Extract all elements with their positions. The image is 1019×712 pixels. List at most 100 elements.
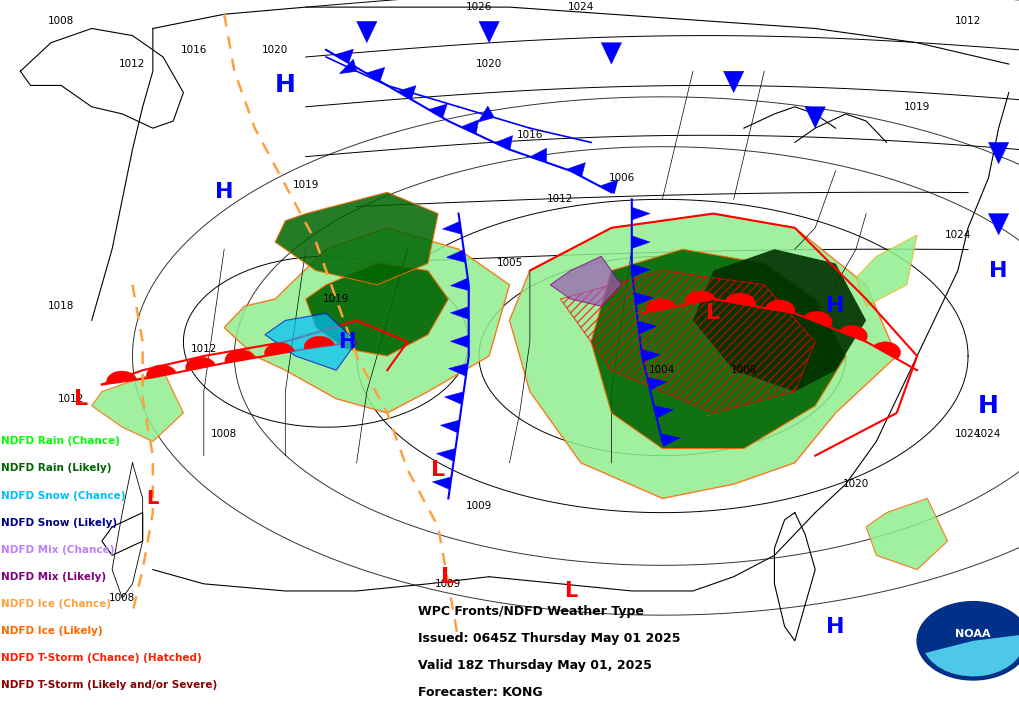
Text: H: H xyxy=(275,73,296,98)
Text: NOAA: NOAA xyxy=(956,629,990,639)
Text: L: L xyxy=(441,567,455,587)
Text: NDFD Ice (Likely): NDFD Ice (Likely) xyxy=(1,626,103,636)
Text: 1008: 1008 xyxy=(211,429,237,439)
Wedge shape xyxy=(726,293,755,306)
Polygon shape xyxy=(654,406,674,418)
Text: 1024: 1024 xyxy=(955,429,981,439)
Wedge shape xyxy=(304,336,334,349)
Polygon shape xyxy=(647,377,666,390)
Polygon shape xyxy=(510,214,897,498)
Polygon shape xyxy=(306,263,448,356)
Text: 1005: 1005 xyxy=(496,258,523,268)
Text: 1016: 1016 xyxy=(517,130,543,140)
Polygon shape xyxy=(550,256,622,306)
Polygon shape xyxy=(638,321,657,334)
Wedge shape xyxy=(686,291,715,305)
Text: NDFD Mix (Likely): NDFD Mix (Likely) xyxy=(1,572,106,582)
Text: 1008: 1008 xyxy=(109,593,136,603)
Polygon shape xyxy=(591,249,846,449)
Polygon shape xyxy=(448,363,468,376)
Text: 1026: 1026 xyxy=(466,2,492,12)
Polygon shape xyxy=(631,264,650,277)
Polygon shape xyxy=(495,135,513,150)
Polygon shape xyxy=(275,192,438,285)
Polygon shape xyxy=(632,236,650,248)
Polygon shape xyxy=(224,228,510,413)
Text: 1024: 1024 xyxy=(975,429,1002,439)
Text: 1006: 1006 xyxy=(608,173,635,183)
Polygon shape xyxy=(660,434,680,446)
Text: 1019: 1019 xyxy=(323,294,350,304)
Polygon shape xyxy=(601,43,622,64)
Polygon shape xyxy=(436,449,455,461)
Text: 1024: 1024 xyxy=(945,230,971,240)
Text: L: L xyxy=(431,460,445,480)
Polygon shape xyxy=(599,179,618,194)
Text: 1009: 1009 xyxy=(466,501,492,511)
Polygon shape xyxy=(429,104,447,117)
Wedge shape xyxy=(225,350,255,363)
Text: NDFD Snow (Likely): NDFD Snow (Likely) xyxy=(1,518,117,528)
Text: 1008: 1008 xyxy=(731,365,757,375)
Text: 1004: 1004 xyxy=(649,365,676,375)
Wedge shape xyxy=(765,300,795,313)
Polygon shape xyxy=(450,278,470,290)
Polygon shape xyxy=(866,498,948,570)
Polygon shape xyxy=(530,148,546,162)
Text: L: L xyxy=(74,389,89,409)
Text: NDFD T-Storm (Likely and/or Severe): NDFD T-Storm (Likely and/or Severe) xyxy=(1,680,217,690)
Text: 1012: 1012 xyxy=(119,59,146,69)
Polygon shape xyxy=(442,221,462,234)
Text: 1012: 1012 xyxy=(547,194,574,204)
Text: 1012: 1012 xyxy=(58,394,85,404)
Polygon shape xyxy=(461,120,479,134)
Polygon shape xyxy=(397,85,416,100)
Text: NDFD Rain (Chance): NDFD Rain (Chance) xyxy=(1,436,120,446)
Text: 1020: 1020 xyxy=(476,59,502,69)
Text: 1020: 1020 xyxy=(843,479,869,489)
Polygon shape xyxy=(693,249,866,392)
Text: 1019: 1019 xyxy=(904,102,930,112)
Text: NDFD Snow (Chance): NDFD Snow (Chance) xyxy=(1,491,125,501)
Polygon shape xyxy=(641,350,660,362)
Polygon shape xyxy=(988,142,1009,164)
Text: Valid 18Z Thursday May 01, 2025: Valid 18Z Thursday May 01, 2025 xyxy=(418,659,652,672)
Text: Issued: 0645Z Thursday May 01 2025: Issued: 0645Z Thursday May 01 2025 xyxy=(418,632,681,645)
Polygon shape xyxy=(92,370,183,441)
Text: NDFD T-Storm (Chance) (Hatched): NDFD T-Storm (Chance) (Hatched) xyxy=(1,653,202,663)
Polygon shape xyxy=(635,293,653,305)
Wedge shape xyxy=(925,634,1019,676)
Polygon shape xyxy=(432,477,451,490)
Wedge shape xyxy=(265,342,294,356)
Text: 1019: 1019 xyxy=(292,180,319,190)
Polygon shape xyxy=(805,107,825,128)
Polygon shape xyxy=(723,71,744,93)
Polygon shape xyxy=(856,235,917,306)
Wedge shape xyxy=(873,342,901,359)
Polygon shape xyxy=(450,307,469,320)
Text: NDFD Ice (Chance): NDFD Ice (Chance) xyxy=(1,599,111,609)
Text: 1020: 1020 xyxy=(262,45,288,55)
Wedge shape xyxy=(839,325,867,342)
Text: 1012: 1012 xyxy=(955,16,981,26)
Polygon shape xyxy=(988,214,1009,235)
Text: L: L xyxy=(564,581,578,601)
Text: H: H xyxy=(826,617,845,637)
Text: H: H xyxy=(978,394,999,418)
Text: NDFD Rain (Likely): NDFD Rain (Likely) xyxy=(1,464,111,473)
Polygon shape xyxy=(450,335,469,348)
Text: Forecaster: KONG: Forecaster: KONG xyxy=(418,686,542,699)
Text: 1009: 1009 xyxy=(435,579,462,589)
Text: H: H xyxy=(989,261,1008,281)
Wedge shape xyxy=(147,365,176,379)
Polygon shape xyxy=(366,68,385,81)
Text: 1016: 1016 xyxy=(180,45,207,55)
Polygon shape xyxy=(334,49,354,63)
Text: H: H xyxy=(215,182,233,202)
Text: 1024: 1024 xyxy=(568,2,594,12)
Polygon shape xyxy=(444,392,464,404)
Text: L: L xyxy=(706,303,720,323)
Polygon shape xyxy=(446,250,466,263)
Text: WPC Fronts/NDFD Weather Type: WPC Fronts/NDFD Weather Type xyxy=(418,605,644,618)
Text: H: H xyxy=(337,332,356,352)
